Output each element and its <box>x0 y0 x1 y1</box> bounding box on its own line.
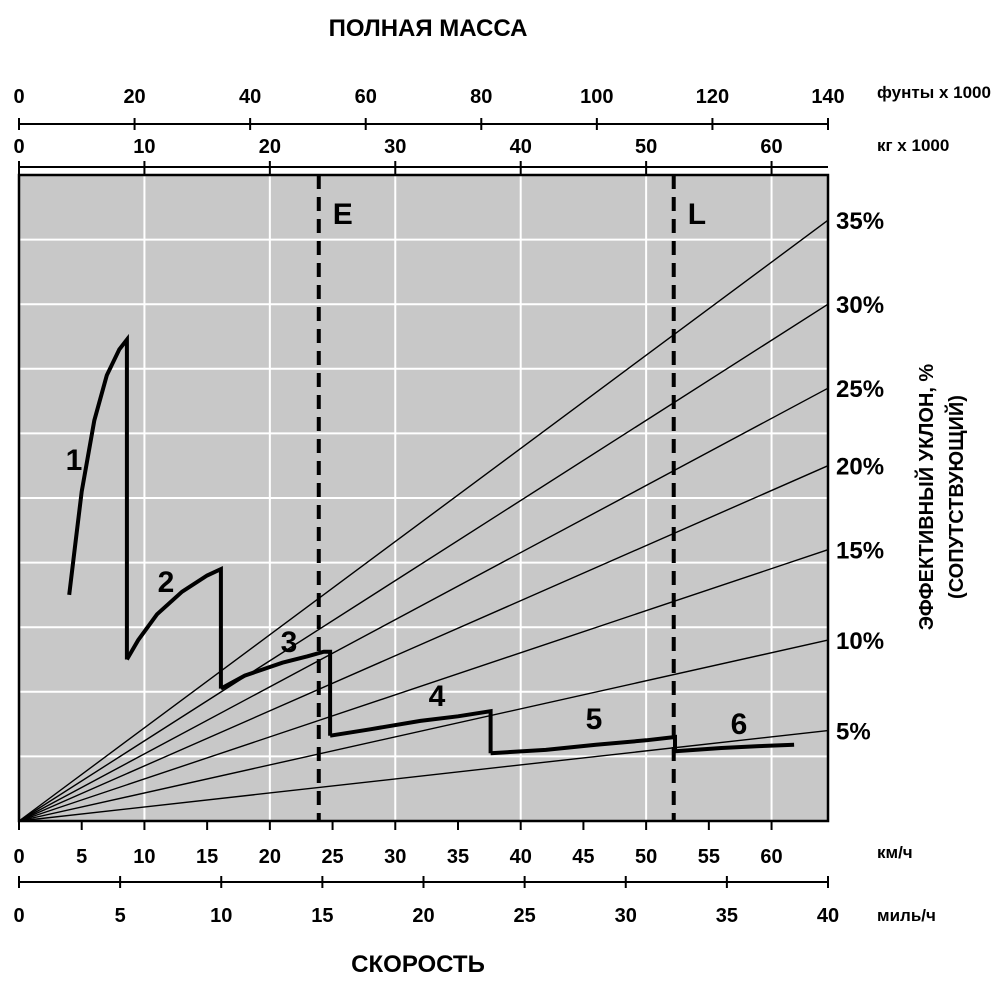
bottom-kmh-tick-label: 0 <box>13 846 24 868</box>
bottom-mph-tick-label: 35 <box>716 905 738 927</box>
bottom-kmh-tick-label: 60 <box>760 846 782 868</box>
top-lb-tick-label: 120 <box>696 86 729 108</box>
top-lb-tick-label: 80 <box>470 86 492 108</box>
grade-label: 20% <box>836 454 884 481</box>
gear-curve <box>219 649 333 736</box>
top-kg-tick-label: 60 <box>760 136 782 158</box>
bottom-kmh-tick-label: 25 <box>321 846 343 868</box>
gear-curve-label: 1 <box>66 444 83 477</box>
bottom-mph-tick-label: 20 <box>412 905 434 927</box>
bottom-mph-tick-label: 5 <box>115 905 126 927</box>
gear-curve <box>67 333 129 660</box>
top-lb-tick-label: 60 <box>355 86 377 108</box>
bottom-kmh-tick-label: 5 <box>76 846 87 868</box>
bottom-kmh-tick-label: 15 <box>196 846 218 868</box>
bottom-kmh-tick-label: 35 <box>447 846 469 868</box>
y-axis-sublabel: (СОПУТСТВУЮЩИЙ) <box>944 395 968 599</box>
top-kg-tick-label: 10 <box>133 136 155 158</box>
bottom-kmh-tick-label: 10 <box>133 846 155 868</box>
bottom-mph-tick-label: 0 <box>13 905 24 927</box>
top-kg-tick-label: 40 <box>510 136 532 158</box>
bottom-mph-tick-label: 30 <box>615 905 637 927</box>
gear-curve-label: 5 <box>586 703 603 736</box>
grade-label: 10% <box>836 628 884 655</box>
gear-curve <box>674 742 795 754</box>
gear-curve <box>125 565 223 689</box>
grade-line <box>18 387 829 822</box>
bottom-kmh-tick-label: 30 <box>384 846 406 868</box>
top-lb-tick-label: 140 <box>811 86 844 108</box>
grade-label: 15% <box>836 538 884 565</box>
bottom-mph-tick-label: 10 <box>210 905 232 927</box>
top-lb-tick-label: 40 <box>239 86 261 108</box>
grade-line <box>18 465 829 822</box>
grade-label: 5% <box>836 719 871 746</box>
bottom-kmh-tick-label: 45 <box>572 846 594 868</box>
bottom-mph-tick-label: 25 <box>514 905 536 927</box>
top-lb-unit: фунты x 1000 <box>877 83 991 102</box>
bottom-kmh-tick-label: 55 <box>698 846 720 868</box>
top-kg-unit: кг x 1000 <box>877 136 949 155</box>
gear-curve <box>490 734 677 756</box>
bottom-kmh-tick-label: 20 <box>259 846 281 868</box>
gear-curve <box>329 708 493 754</box>
bottom-mph-tick-label: 15 <box>311 905 333 927</box>
grade-line <box>18 303 829 822</box>
gear-curve-label: 3 <box>281 626 298 659</box>
x-axis-label: СКОРОСТЬ <box>351 951 485 978</box>
marker-label: E <box>333 198 353 231</box>
top-lb-tick-label: 0 <box>13 86 24 108</box>
bottom-mph-unit: миль/ч <box>877 906 936 925</box>
bottom-kmh-tick-label: 40 <box>510 846 532 868</box>
grade-line <box>18 639 829 822</box>
marker-label: L <box>688 198 706 231</box>
y-axis-label: ЭФФЕКТИВНЫЙ УКЛОН, % <box>914 364 938 631</box>
bottom-mph-tick-label: 40 <box>817 905 839 927</box>
top-kg-tick-label: 50 <box>635 136 657 158</box>
gear-curve-label: 2 <box>158 566 175 599</box>
top-kg-tick-label: 30 <box>384 136 406 158</box>
chart-title: ПОЛНАЯ МАССА <box>329 15 528 42</box>
grade-line <box>18 549 829 822</box>
top-kg-tick-label: 0 <box>13 136 24 158</box>
grade-label: 35% <box>836 208 884 235</box>
grade-line <box>18 729 829 822</box>
gear-curve-label: 4 <box>429 680 446 713</box>
grade-line <box>18 219 829 822</box>
top-lb-tick-label: 20 <box>123 86 145 108</box>
bottom-kmh-unit: км/ч <box>877 843 913 862</box>
grade-label: 30% <box>836 292 884 319</box>
top-kg-tick-label: 20 <box>259 136 281 158</box>
plot-border <box>17 173 830 823</box>
bottom-kmh-tick-label: 50 <box>635 846 657 868</box>
grade-label: 25% <box>836 376 884 403</box>
top-lb-tick-label: 100 <box>580 86 613 108</box>
gear-curve-label: 6 <box>731 708 748 741</box>
